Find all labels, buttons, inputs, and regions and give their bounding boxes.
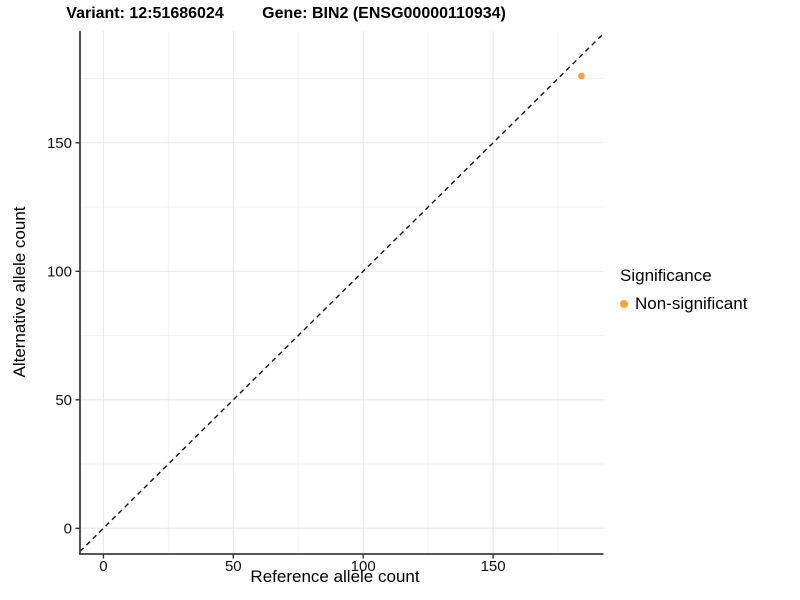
x-tick-label: 150 <box>481 558 506 575</box>
x-tick-label: 50 <box>225 558 242 575</box>
y-tick-label: 100 <box>47 263 72 280</box>
y-tick-label: 0 <box>64 520 72 537</box>
legend: Significance Non-significant <box>620 266 747 314</box>
legend-item-label: Non-significant <box>635 294 748 313</box>
identity-reference-line <box>79 33 604 552</box>
x-tick-label: 0 <box>99 558 107 575</box>
x-axis-title: Reference allele count <box>250 567 420 586</box>
x-tick-label: 100 <box>351 558 376 575</box>
legend-title: Significance <box>620 266 712 285</box>
legend-point-icon <box>620 300 628 308</box>
y-axis-title: Alternative allele count <box>10 206 29 378</box>
y-tick-label: 150 <box>47 135 72 152</box>
legend-item-non-significant: Non-significant <box>620 294 747 314</box>
y-tick-label: 50 <box>55 392 72 409</box>
plot-title-variant: Variant: 12:51686024 <box>66 5 224 22</box>
plot-title-gene: Gene: BIN2 (ENSG00000110934) <box>262 5 506 22</box>
data-point <box>578 72 585 80</box>
